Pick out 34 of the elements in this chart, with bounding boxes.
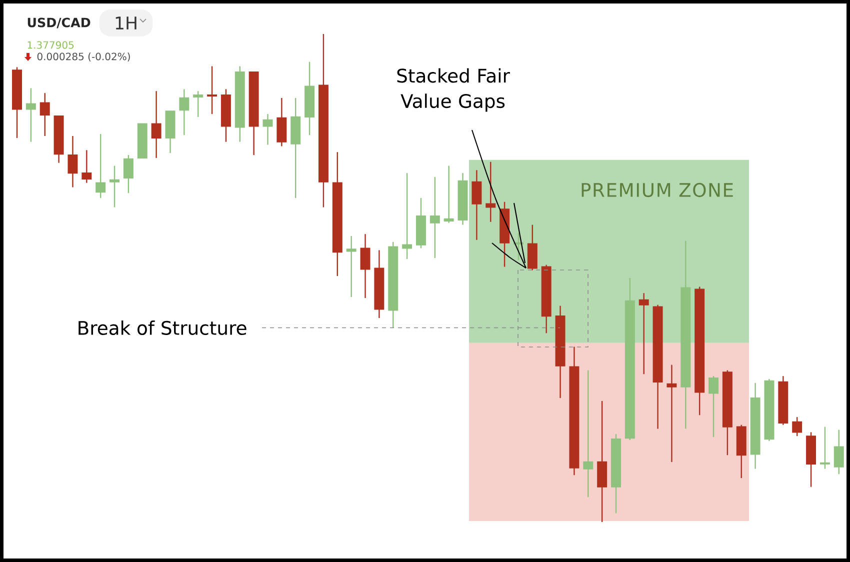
candlestick xyxy=(207,66,218,115)
candlestick xyxy=(834,429,844,475)
candlestick xyxy=(444,165,454,224)
annotation: Stacked Fair Value Gaps xyxy=(397,68,510,112)
chart-subtitle: 1H xyxy=(116,16,136,30)
candlestick xyxy=(486,161,496,222)
band-label: PREMIUM ZONE xyxy=(582,182,733,198)
candlestick xyxy=(193,90,204,118)
candlestick xyxy=(792,416,802,437)
annotation: 1.377905 xyxy=(28,41,74,49)
ref-line-label: Break of Structure xyxy=(78,320,246,336)
candlestick xyxy=(360,233,370,299)
candlestick xyxy=(430,176,440,259)
candlestick xyxy=(179,88,190,136)
candlestick xyxy=(82,150,92,184)
candlestick xyxy=(262,113,273,146)
candlestick xyxy=(123,154,134,194)
annotation: 0.000285 (-0.02%) xyxy=(37,52,130,62)
candlestick xyxy=(40,92,50,137)
candlestick xyxy=(402,172,412,260)
candlestick xyxy=(346,235,356,298)
candlestick xyxy=(472,170,482,241)
candlestick xyxy=(110,165,120,208)
chart-title: USD/CAD xyxy=(28,18,90,28)
candlestick xyxy=(820,426,830,470)
candlestick xyxy=(276,97,287,147)
candlestick xyxy=(666,364,677,463)
candlestick xyxy=(151,90,162,159)
candlestick xyxy=(96,133,106,199)
candlestick xyxy=(638,292,649,375)
candlestick xyxy=(583,370,594,498)
candlestick xyxy=(68,135,78,188)
candlestick xyxy=(708,375,718,438)
candlestick xyxy=(26,88,36,142)
